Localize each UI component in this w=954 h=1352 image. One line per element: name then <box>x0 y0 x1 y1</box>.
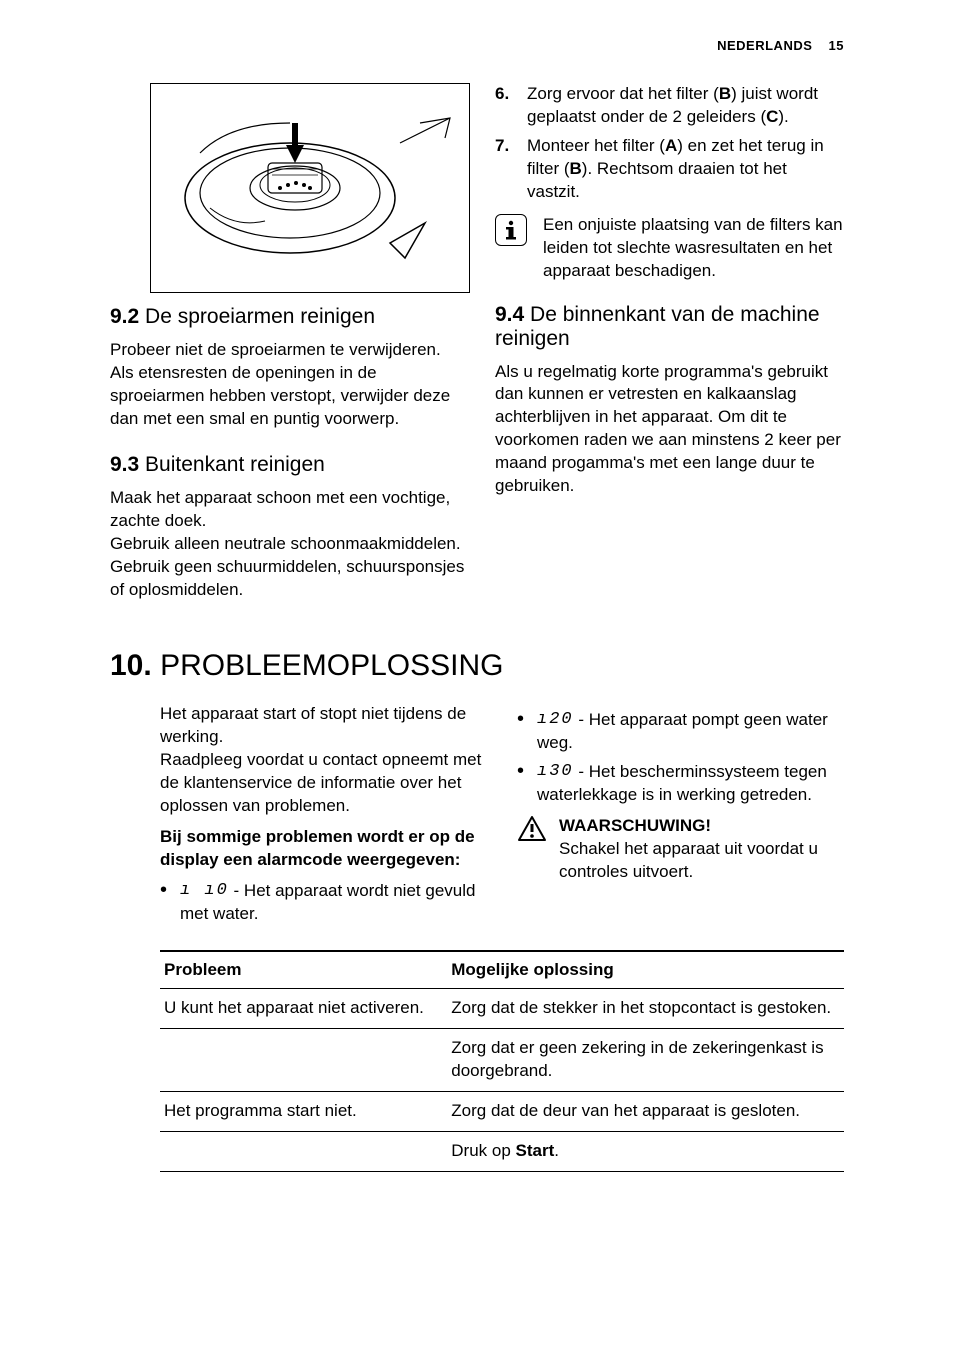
ch10-intro-bold: Bij sommige problemen wordt er op de dis… <box>160 826 487 872</box>
chapter-10-heading: 10. PROBLEEMOPLOSSING <box>110 649 844 683</box>
step-6: 6. Zorg ervoor dat het filter (B) juist … <box>495 83 844 129</box>
info-icon <box>495 214 527 246</box>
filter-diagram-svg <box>160 93 460 283</box>
header-language: NEDERLANDS <box>717 38 812 53</box>
body-9-2: Probeer niet de sproeiarmen te verwijder… <box>110 339 465 431</box>
heading-9-4: 9.4 De binnenkant van de machine reinige… <box>495 303 844 351</box>
warning-box: WAARSCHUWING! Schakel het apparaat uit v… <box>517 815 844 892</box>
warning-text: Schakel het apparaat uit voordat u contr… <box>559 838 844 884</box>
table-header-problem: Probleem <box>160 951 447 989</box>
alarm-code-30: • ı30 - Het bescherminssysteem tegen wat… <box>517 761 844 807</box>
alarm-code-list-left: • ı ı0 - Het apparaat wordt niet gevuld … <box>160 880 487 926</box>
ch10-intro: Het apparaat start of stopt niet tijdens… <box>160 703 487 818</box>
alarm-code-10: • ı ı0 - Het apparaat wordt niet gevuld … <box>160 880 487 926</box>
heading-9-3: 9.3 Buitenkant reinigen <box>110 453 465 477</box>
heading-9-2: 9.2 De sproeiarmen reinigen <box>110 305 465 329</box>
table-header-solution: Mogelijke oplossing <box>447 951 844 989</box>
table-row: U kunt het apparaat niet activeren. Zorg… <box>160 988 844 1028</box>
step-7: 7. Monteer het filter (A) en zet het ter… <box>495 135 844 204</box>
filter-diagram-figure <box>150 83 470 293</box>
alarm-code-list-right: • ı20 - Het apparaat pompt geen water we… <box>517 709 844 807</box>
header-page-number: 15 <box>829 38 844 53</box>
table-row: Zorg dat er geen zekering in de zekering… <box>160 1028 844 1091</box>
warning-title: WAARSCHUWING! <box>559 816 711 835</box>
seg7-code-icon: ı30 <box>537 761 574 784</box>
table-row: Druk op Start. <box>160 1131 844 1171</box>
page-header: NEDERLANDS 15 <box>110 38 844 53</box>
troubleshooting-table: Probleem Mogelijke oplossing U kunt het … <box>160 950 844 1172</box>
alarm-code-20: • ı20 - Het apparaat pompt geen water we… <box>517 709 844 755</box>
info-note: Een onjuiste plaatsing van de filters ka… <box>495 214 844 291</box>
info-note-text: Een onjuiste plaatsing van de filters ka… <box>543 214 844 283</box>
table-row: Het programma start niet. Zorg dat de de… <box>160 1091 844 1131</box>
chapter-10-body: Het apparaat start of stopt niet tijdens… <box>160 703 844 1171</box>
body-9-4: Als u regelmatig korte programma's gebru… <box>495 361 844 499</box>
body-9-3: Maak het apparaat schoon met een vochtig… <box>110 487 465 602</box>
seg7-code-icon: ı ı0 <box>180 880 229 903</box>
seg7-code-icon: ı20 <box>537 709 574 732</box>
section-9-columns: 9.2 De sproeiarmen reinigen Probeer niet… <box>110 83 844 609</box>
step-list: 6. Zorg ervoor dat het filter (B) juist … <box>495 83 844 204</box>
warning-icon <box>517 815 547 843</box>
